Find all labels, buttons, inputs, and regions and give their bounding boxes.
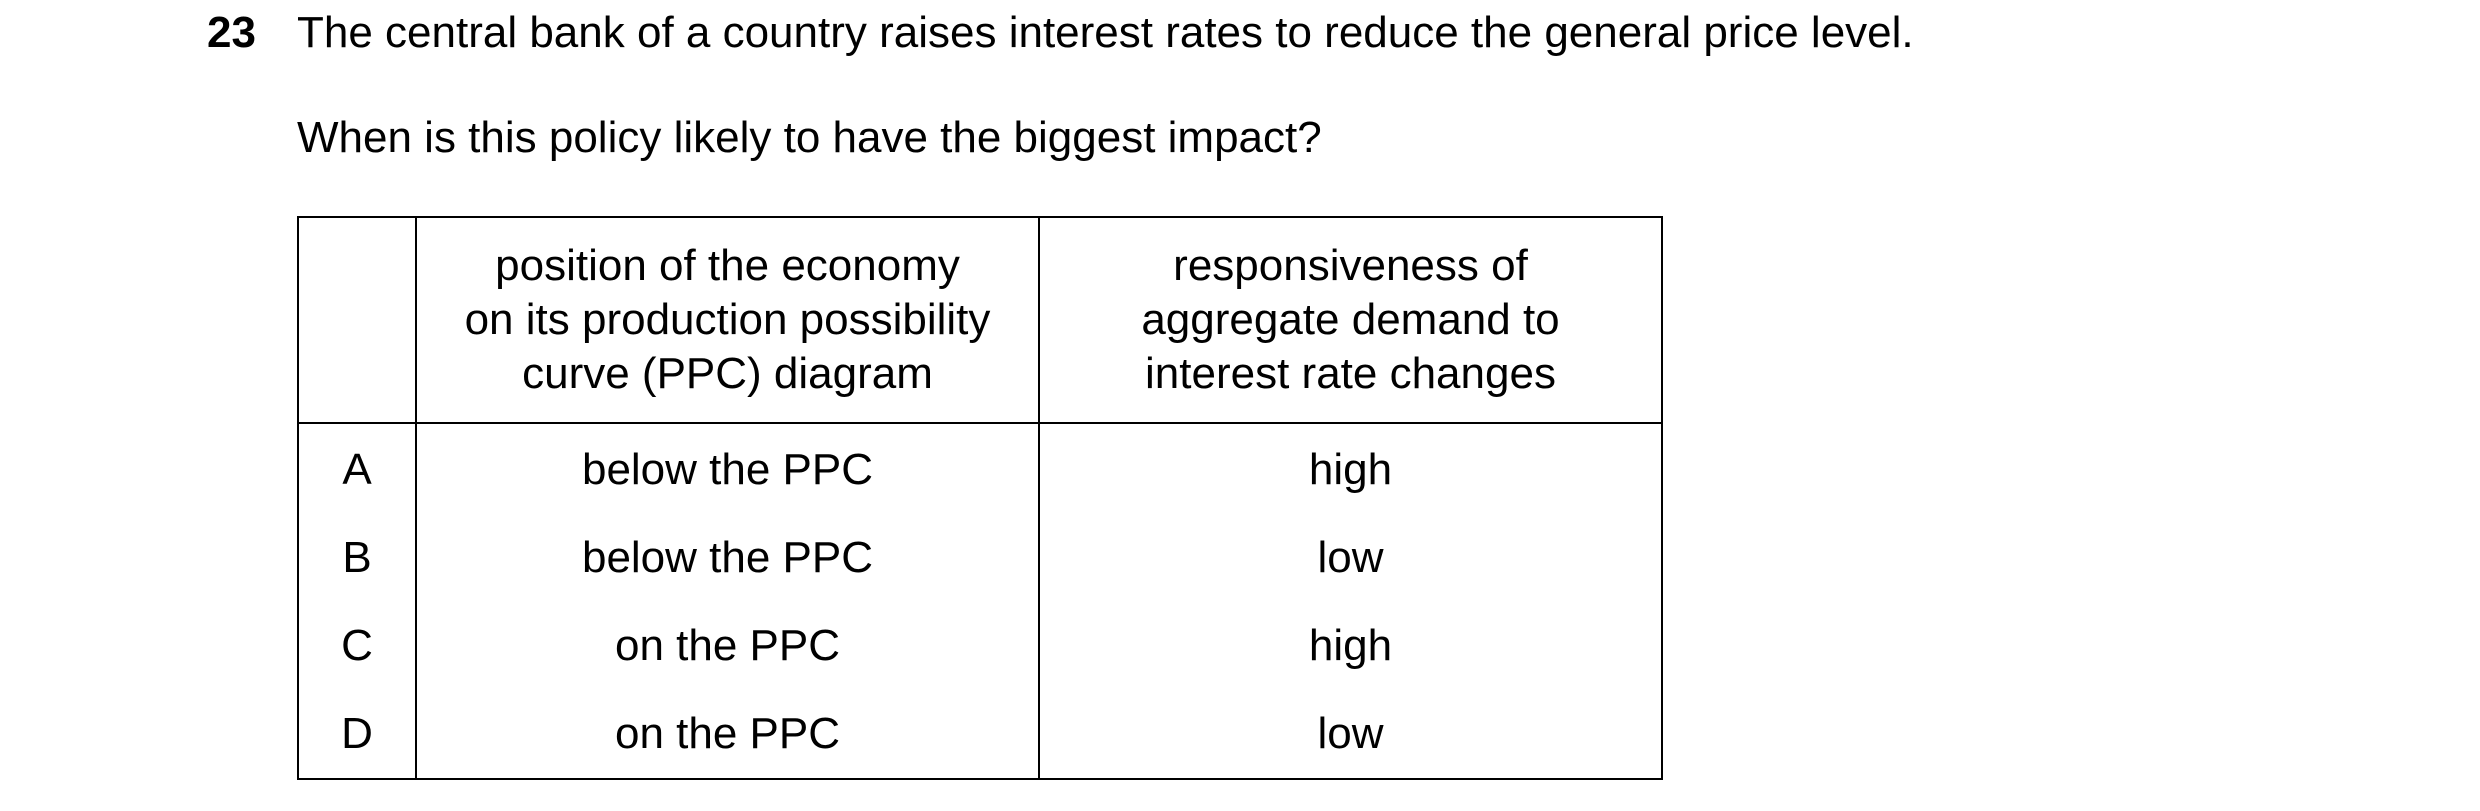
header-position-line: curve (PPC) diagram [522, 349, 933, 398]
header-responsiveness-line: responsiveness of [1173, 241, 1528, 290]
table-header-row: position of the economy on its productio… [297, 216, 1663, 424]
option-position: below the PPC [415, 514, 1040, 602]
table-row: B below the PPC low [297, 514, 1663, 602]
table-row: D on the PPC low [297, 690, 1663, 780]
header-position-line: position of the economy [495, 241, 960, 290]
option-letter: A [297, 423, 417, 514]
option-responsiveness: low [1038, 690, 1663, 780]
question-prompt: When is this policy likely to have the b… [297, 113, 1322, 162]
header-responsiveness: responsiveness of aggregate demand to in… [1038, 216, 1663, 424]
options-table: position of the economy on its productio… [297, 216, 1663, 780]
option-position: on the PPC [415, 602, 1040, 690]
header-position: position of the economy on its productio… [415, 216, 1040, 424]
header-position-line: on its production possibility [464, 295, 991, 344]
option-position: below the PPC [415, 423, 1040, 514]
option-letter: B [297, 514, 417, 602]
option-letter: C [297, 602, 417, 690]
option-responsiveness: high [1038, 602, 1663, 690]
table-row: A below the PPC high [297, 423, 1663, 514]
table-row: C on the PPC high [297, 602, 1663, 690]
question-stem: The central bank of a country raises int… [297, 8, 1914, 57]
option-responsiveness: low [1038, 514, 1663, 602]
question-number: 23 [207, 8, 256, 57]
header-responsiveness-line: aggregate demand to [1141, 295, 1560, 344]
option-responsiveness: high [1038, 423, 1663, 514]
option-position: on the PPC [415, 690, 1040, 780]
header-letter-cell [297, 216, 417, 424]
option-letter: D [297, 690, 417, 780]
header-responsiveness-line: interest rate changes [1145, 349, 1556, 398]
